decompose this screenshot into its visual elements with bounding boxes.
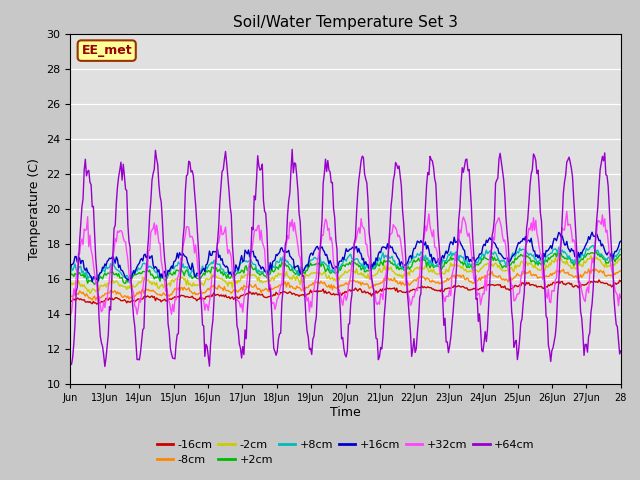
-16cm bbox=[300, 292, 307, 298]
-2cm bbox=[617, 256, 625, 262]
+64cm bbox=[569, 174, 577, 180]
+8cm bbox=[376, 255, 383, 261]
-8cm bbox=[472, 279, 480, 285]
-16cm bbox=[595, 277, 603, 283]
+8cm bbox=[589, 242, 597, 248]
+32cm bbox=[563, 209, 571, 215]
+64cm bbox=[403, 287, 411, 293]
+2cm bbox=[376, 263, 383, 269]
+16cm bbox=[588, 229, 596, 235]
+32cm bbox=[374, 300, 382, 305]
+32cm bbox=[617, 295, 625, 301]
+16cm bbox=[402, 261, 410, 267]
-8cm bbox=[402, 281, 410, 287]
-16cm bbox=[239, 292, 246, 298]
+2cm bbox=[402, 266, 410, 272]
+64cm bbox=[67, 361, 74, 367]
+16cm bbox=[617, 238, 625, 244]
-16cm bbox=[67, 299, 74, 304]
+32cm bbox=[238, 301, 246, 307]
+16cm bbox=[239, 259, 246, 264]
-16cm bbox=[93, 301, 100, 307]
+8cm bbox=[125, 279, 133, 285]
+8cm bbox=[568, 257, 575, 263]
+64cm bbox=[377, 345, 385, 350]
+16cm bbox=[300, 268, 307, 274]
Line: +16cm: +16cm bbox=[70, 232, 621, 282]
-8cm bbox=[376, 281, 383, 287]
-2cm bbox=[67, 282, 74, 288]
-8cm bbox=[239, 287, 246, 293]
+8cm bbox=[617, 246, 625, 252]
+64cm bbox=[101, 364, 109, 370]
+2cm bbox=[91, 282, 99, 288]
+16cm bbox=[472, 257, 480, 263]
+2cm bbox=[300, 269, 307, 275]
-2cm bbox=[300, 279, 307, 285]
-8cm bbox=[92, 297, 99, 303]
+2cm bbox=[472, 262, 480, 267]
+64cm bbox=[474, 295, 481, 301]
Line: +2cm: +2cm bbox=[70, 251, 621, 285]
Legend: -16cm, -8cm, -2cm, +2cm, +8cm, +16cm, +32cm, +64cm: -16cm, -8cm, -2cm, +2cm, +8cm, +16cm, +3… bbox=[152, 435, 539, 469]
+16cm bbox=[67, 266, 74, 272]
+2cm bbox=[568, 260, 575, 265]
+2cm bbox=[239, 268, 246, 274]
Line: +8cm: +8cm bbox=[70, 245, 621, 282]
+32cm bbox=[568, 228, 575, 234]
-16cm bbox=[472, 287, 480, 292]
+8cm bbox=[239, 259, 246, 264]
+8cm bbox=[472, 259, 480, 265]
-2cm bbox=[402, 276, 410, 281]
Text: EE_met: EE_met bbox=[81, 44, 132, 57]
+32cm bbox=[401, 264, 408, 270]
+64cm bbox=[239, 344, 246, 349]
-8cm bbox=[617, 268, 625, 274]
X-axis label: Time: Time bbox=[330, 406, 361, 419]
-8cm bbox=[592, 266, 600, 272]
Title: Soil/Water Temperature Set 3: Soil/Water Temperature Set 3 bbox=[233, 15, 458, 30]
-2cm bbox=[239, 275, 246, 281]
-16cm bbox=[617, 278, 625, 284]
+16cm bbox=[376, 249, 383, 255]
+32cm bbox=[471, 278, 479, 284]
-2cm bbox=[376, 265, 383, 271]
-16cm bbox=[376, 288, 383, 294]
-2cm bbox=[86, 290, 94, 296]
-8cm bbox=[568, 272, 575, 278]
-2cm bbox=[472, 267, 480, 273]
-2cm bbox=[587, 253, 595, 259]
+8cm bbox=[67, 271, 74, 276]
+16cm bbox=[568, 246, 575, 252]
Line: -8cm: -8cm bbox=[70, 269, 621, 300]
Y-axis label: Temperature (C): Temperature (C) bbox=[28, 158, 41, 260]
+16cm bbox=[88, 279, 96, 285]
+2cm bbox=[592, 248, 600, 253]
+64cm bbox=[301, 293, 308, 299]
+2cm bbox=[67, 273, 74, 278]
+8cm bbox=[402, 261, 410, 267]
-8cm bbox=[300, 286, 307, 291]
-16cm bbox=[568, 281, 575, 287]
+32cm bbox=[299, 284, 307, 290]
-16cm bbox=[402, 289, 410, 295]
+64cm bbox=[617, 348, 625, 353]
Line: +32cm: +32cm bbox=[70, 212, 621, 316]
Line: +64cm: +64cm bbox=[70, 149, 621, 367]
+32cm bbox=[67, 313, 74, 319]
+8cm bbox=[300, 266, 307, 272]
+2cm bbox=[617, 252, 625, 257]
-2cm bbox=[568, 266, 575, 272]
+64cm bbox=[289, 146, 296, 152]
Line: -2cm: -2cm bbox=[70, 256, 621, 293]
Line: -16cm: -16cm bbox=[70, 280, 621, 304]
-8cm bbox=[67, 293, 74, 299]
